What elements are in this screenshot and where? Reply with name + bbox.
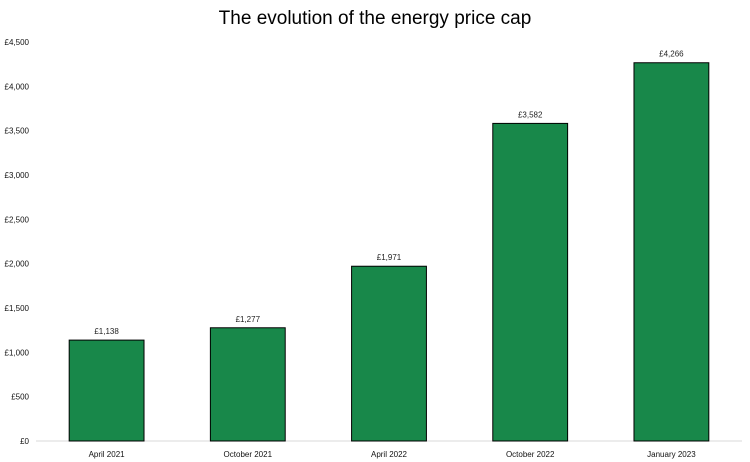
y-tick-label: £2,000 bbox=[5, 260, 30, 269]
bar bbox=[351, 265, 427, 442]
bar bbox=[633, 62, 710, 442]
bar bbox=[492, 122, 569, 442]
x-axis: April 2021 October 2021 April 2022 October … bbox=[36, 440, 742, 459]
data-label: £1,971 bbox=[377, 253, 402, 262]
data-label: £1,138 bbox=[94, 327, 119, 336]
y-tick-label: £3,500 bbox=[5, 127, 30, 136]
bar bbox=[68, 339, 145, 442]
y-tick-label: £500 bbox=[11, 393, 29, 402]
chart-title: The evolution of the energy price cap bbox=[218, 8, 532, 29]
y-tick-label: £0 bbox=[20, 437, 29, 446]
data-labels: £1,138 £1,277 £1,971 £3,582 £4,266 bbox=[94, 50, 684, 336]
x-tick-label: October 2022 bbox=[506, 450, 555, 459]
y-tick-label: £1,500 bbox=[5, 304, 30, 313]
bar bbox=[209, 327, 286, 442]
data-label: £1,277 bbox=[236, 315, 261, 324]
x-tick-label: April 2021 bbox=[89, 450, 126, 459]
x-tick-label: January 2023 bbox=[647, 450, 696, 459]
y-tick-label: £4,000 bbox=[5, 82, 30, 91]
y-tick-label: £3,000 bbox=[5, 171, 30, 180]
bars bbox=[68, 62, 710, 442]
x-tick-label: October 2021 bbox=[224, 450, 273, 459]
y-tick-label: £1,000 bbox=[5, 348, 30, 357]
data-label: £4,266 bbox=[659, 50, 684, 59]
data-label: £3,582 bbox=[518, 110, 543, 119]
y-axis: £0 £500 £1,000 £1,500 £2,000 £2,500 £3,000 £3,5… bbox=[5, 38, 30, 446]
y-tick-label: £2,500 bbox=[5, 215, 30, 224]
x-tick-label: April 2022 bbox=[371, 450, 408, 459]
y-tick-label: £4,500 bbox=[5, 38, 30, 47]
